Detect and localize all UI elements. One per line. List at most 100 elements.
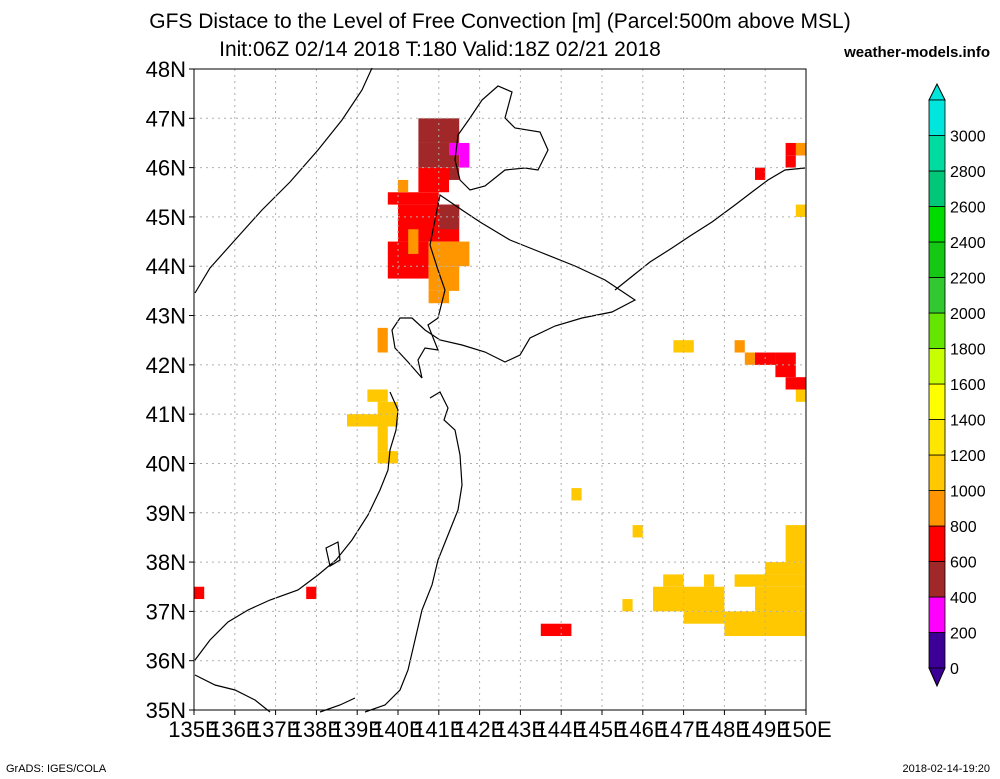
colorbar-swatch [928,135,946,172]
map-frame [193,68,807,711]
colorbar-label: 0 [950,661,959,678]
colorbar-label: 3000 [950,129,986,146]
lon-label: 137E [250,717,301,742]
data-cell [377,426,388,452]
colorbar-swatch [928,383,946,420]
lon-label: 149E [740,717,791,742]
data-cell [795,142,806,156]
grid-lines [194,69,806,710]
colorbar-under-arrow [928,667,946,688]
hokkaido-coastline [391,193,637,379]
lon-label: 143E [495,717,546,742]
generated-timestamp: 2018-02-14-19:20 [902,763,990,775]
lat-label: 45N [146,205,186,230]
colorbar: 0 200 400 600 800 1000 1200 1400 1600 1800 2000 220… [928,82,986,688]
lon-label: 135E [168,717,219,742]
sado-coastline [325,541,341,567]
honshu-coastline [194,391,463,713]
data-cell [734,340,745,353]
data-cell [438,204,460,230]
colorbar-swatch [928,525,946,562]
sakhalin-coastline [454,85,549,191]
lat-label: 38N [146,550,186,575]
data-cell [387,192,439,205]
colorbar-label: 2400 [950,235,986,252]
lon-label: 136E [209,717,260,742]
colorbar-swatch [928,348,946,385]
lon-label: 144E [536,717,587,742]
colorbar-swatch [928,632,946,669]
lat-label: 41N [146,402,186,427]
data-cell [785,377,806,390]
data-cell [795,389,806,402]
colorbar-label: 1200 [950,448,986,465]
axis-ticks [189,68,807,715]
colorbar-label: 2600 [950,200,986,217]
colorbar-swatch [928,419,946,456]
data-cell [387,241,429,279]
data-cell [755,574,806,587]
colorbar-label: 1400 [950,413,986,430]
data-cell [632,525,643,538]
lat-label: 42N [146,353,186,378]
colorbar-label: 600 [950,555,977,572]
data-cell [663,574,684,587]
lat-label: 46N [146,156,186,181]
data-cell [540,623,572,637]
latitude-labels: 35N 36N 37N 38N 39N 40N 41N 42N 43N 44N 45N 46N 47N 4… [146,57,186,723]
data-cell [653,586,725,612]
data-cell [785,155,796,168]
data-cell [398,179,409,193]
colorbar-swatch [928,206,946,243]
colorbar-swatch [928,561,946,598]
lat-label: 39N [146,501,186,526]
data-cell [377,327,388,353]
lon-label: 140E [372,717,423,742]
lat-label: 37N [146,599,186,624]
honshu-south-coastline [194,674,356,713]
lon-label: 146E [617,717,668,742]
colorbar-label: 1600 [950,377,986,394]
data-cell [347,414,378,427]
data-cell [408,229,419,254]
brand-label: weather-models.info [844,44,990,61]
data-cell [459,142,470,168]
colorbar-label: 200 [950,626,977,643]
lon-label: 142E [454,717,505,742]
data-cells-layer [194,118,806,637]
data-cell [194,586,205,600]
lat-label: 36N [146,649,186,674]
colorbar-swatch [928,241,946,278]
lon-label: 141E [413,717,464,742]
lon-label: 150E [780,717,831,742]
grads-credit: GrADS: IGES/COLA [6,763,107,775]
lat-label: 43N [146,304,186,329]
colorbar-swatch [928,490,946,527]
colorbar-label: 2800 [950,164,986,181]
data-cell [755,586,806,612]
data-cell [418,167,449,193]
coastlines [194,67,806,713]
lon-label: 148E [699,717,750,742]
data-cell [785,525,806,563]
asia-coastline [194,67,373,294]
colorbar-label: 2200 [950,271,986,288]
data-cell [755,167,766,180]
data-cell [367,389,388,402]
data-cell [775,352,796,378]
lat-label: 44N [146,254,186,279]
colorbar-label: 1000 [950,484,986,501]
kuril-coastline [614,167,806,291]
lon-label: 138E [291,717,342,742]
data-cell [683,611,725,624]
colorbar-swatch [928,170,946,207]
data-cell [704,574,715,587]
lon-label: 145E [576,717,627,742]
lat-label: 47N [146,106,186,131]
colorbar-swatch [928,312,946,349]
colorbar-swatch [928,454,946,491]
data-cell [622,599,633,612]
longitude-labels: 135E136E137E138E139E140E141E142E143E144E… [168,717,831,742]
colorbar-label: 800 [950,519,977,536]
